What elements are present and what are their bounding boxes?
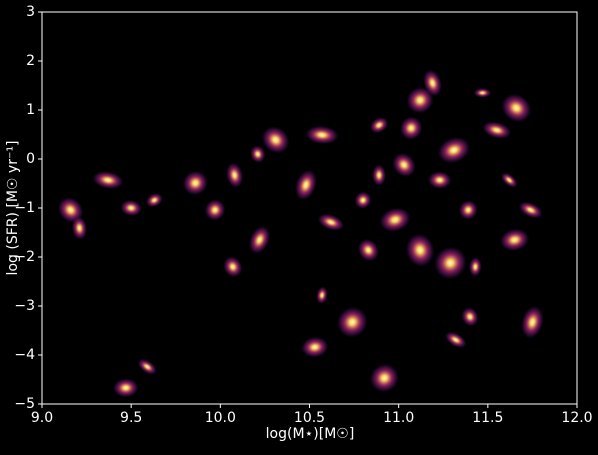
x-tick-label: 12.0	[561, 410, 592, 426]
galaxy	[336, 306, 368, 338]
galaxy	[317, 213, 345, 231]
galaxy	[137, 358, 157, 375]
galaxy	[248, 225, 271, 255]
y-tick-label: 2	[26, 53, 35, 69]
galaxy	[120, 199, 143, 217]
x-tick-label: 11.0	[383, 410, 414, 426]
galaxy	[369, 363, 400, 393]
galaxy	[182, 170, 209, 196]
galaxy	[300, 336, 329, 358]
galaxy	[433, 246, 467, 280]
galaxy	[473, 87, 492, 98]
galaxy	[468, 256, 482, 277]
x-tick-label: 9.0	[31, 410, 53, 426]
y-axis-label: log (SFR) [M☉ yr⁻¹]	[5, 141, 21, 276]
galaxy	[427, 171, 452, 190]
y-tick-label: −4	[14, 347, 35, 363]
y-tick-label: 3	[26, 4, 35, 20]
galaxy	[500, 172, 518, 188]
galaxy	[437, 136, 471, 164]
galaxy	[71, 216, 88, 241]
galaxy	[354, 191, 372, 210]
galaxy	[294, 169, 318, 201]
galaxy	[316, 286, 328, 305]
galaxy	[223, 256, 243, 278]
galaxy	[112, 378, 139, 398]
galaxy	[406, 86, 434, 114]
galaxy	[501, 93, 532, 123]
galaxy	[225, 162, 244, 189]
galaxy	[518, 201, 543, 219]
galaxy	[399, 116, 423, 141]
x-tick-label: 10.0	[205, 410, 236, 426]
galaxy	[357, 238, 380, 262]
x-tick-label: 11.5	[472, 410, 503, 426]
galaxy	[379, 207, 411, 233]
galaxy	[520, 305, 544, 339]
y-tick-label: 0	[26, 151, 35, 167]
galaxy	[444, 331, 467, 349]
x-axis-label: log(M⋆)[M☉]	[266, 426, 355, 442]
y-tick-label: −5	[14, 396, 35, 412]
galaxy	[482, 121, 512, 139]
x-tick-label: 10.5	[294, 410, 325, 426]
galaxy	[461, 306, 479, 327]
y-tick-label: −3	[14, 298, 35, 314]
galaxy	[92, 170, 124, 190]
y-tick-label: 1	[26, 102, 35, 118]
y-tick-label: −1	[14, 200, 35, 216]
x-tick-label: 9.5	[120, 410, 142, 426]
galaxy	[305, 125, 339, 145]
galaxy	[145, 192, 163, 208]
galaxy	[405, 233, 435, 268]
galaxy	[458, 200, 478, 220]
galaxy	[249, 145, 266, 163]
galaxy	[392, 152, 416, 178]
galaxy	[371, 164, 387, 187]
galaxy	[499, 228, 530, 252]
y-tick-label: −2	[14, 249, 35, 265]
galaxy	[369, 116, 389, 134]
galaxy	[204, 199, 226, 221]
marks	[57, 69, 544, 398]
galaxy	[261, 126, 290, 154]
